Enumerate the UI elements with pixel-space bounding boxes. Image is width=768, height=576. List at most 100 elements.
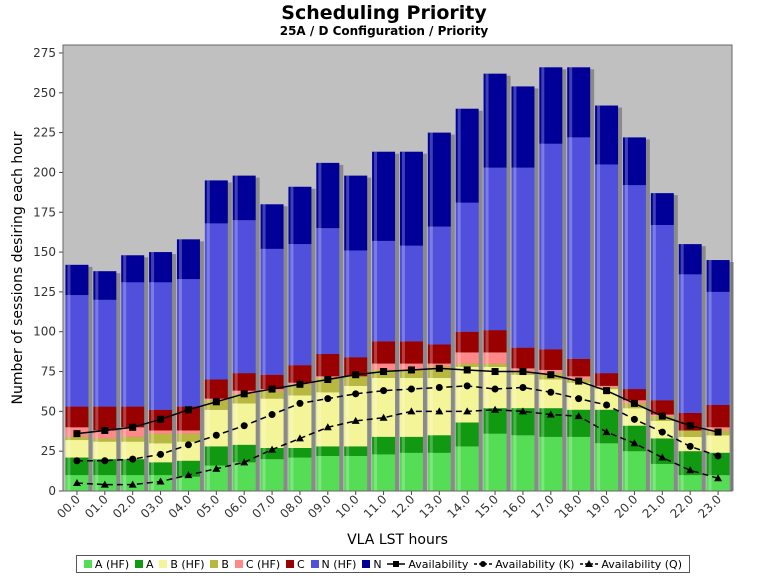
bar-segment-n-hf [260, 248, 284, 375]
bar-segment-n [455, 108, 479, 203]
bar-segment-a [344, 446, 368, 456]
x-axis-title: VLA LST hours [347, 532, 448, 548]
bar-segment-b-hf [260, 398, 284, 448]
line-marker-square [212, 398, 220, 406]
bar-segment-b [93, 438, 117, 442]
bar-gloss [485, 73, 489, 492]
bar-segment-c [176, 406, 200, 431]
line-marker-triangle [295, 434, 304, 442]
bar-segment-n [176, 239, 200, 280]
legend-swatch [286, 560, 295, 568]
bar-segment-c [316, 354, 340, 377]
legend-item: C [286, 558, 305, 571]
legend-label: A (HF) [94, 557, 130, 571]
bar-segment-n [539, 67, 563, 144]
bar-segment-a-hf [455, 446, 479, 491]
bar-segment-c [65, 406, 89, 428]
bar-segment-c-hf [595, 385, 619, 388]
bar-segment-n-hf [427, 226, 451, 345]
bar-segment-b [232, 393, 256, 404]
bar-segment-a-hf [539, 436, 563, 491]
bar-gloss [541, 67, 545, 492]
line-marker-circle [463, 382, 471, 390]
bar-segment-b-hf [121, 441, 145, 460]
line-marker-triangle [268, 445, 277, 453]
legend-swatch [310, 560, 319, 568]
x-tick-label: 10.0 [333, 492, 362, 521]
x-tick-label: 02.0 [110, 492, 139, 521]
bar-segment-b-hf [288, 395, 312, 448]
bar-segment-c-hf [372, 363, 396, 370]
bar-segment-n-hf [372, 240, 396, 342]
bar-segment-c [567, 358, 591, 377]
bar-segment-n-hf [399, 245, 423, 342]
bar-segment-a [455, 422, 479, 447]
line-marker-triangle [72, 479, 81, 487]
line-marker-square [184, 406, 192, 414]
line-marker-circle [714, 452, 722, 460]
bar-segment-n-hf [483, 167, 507, 331]
bar-segment-c [121, 406, 145, 428]
line-marker-square [324, 376, 332, 383]
legend-label: C [297, 557, 305, 571]
line-marker-triangle [212, 464, 221, 472]
x-tick-label: 11.0 [361, 492, 390, 521]
line-series-3 [76, 409, 719, 486]
bar-segment-b-hf [706, 435, 730, 453]
chart-subtitle: 25A / D Configuration / Priority [279, 24, 489, 38]
line-marker-triangle [602, 428, 611, 436]
legend-label: Availability (K) [495, 557, 575, 571]
bar-segment-n [567, 67, 591, 138]
legend-swatch [159, 560, 168, 568]
bar-gloss [262, 204, 266, 492]
bar-segment-c-hf [483, 352, 507, 364]
line-marker-square [157, 415, 165, 423]
bar-gloss [318, 162, 322, 491]
bar-segment-a-hf [399, 452, 423, 491]
chart-legend: A (HF) A B (HF) B C (HF) C N (HF) N Availability… [76, 555, 690, 573]
bar-segment-a-hf [176, 476, 200, 491]
line-marker-square [296, 380, 304, 388]
line-marker-square [352, 371, 360, 379]
legend-line-marker [387, 561, 406, 567]
bar-segment-a [567, 409, 591, 437]
line-marker-triangle [323, 423, 332, 431]
bar-segment-a-hf [650, 463, 674, 491]
bar-segment-c-hf [121, 427, 145, 437]
bar-segment-b-hf [176, 441, 200, 461]
bar-segment-b-hf [93, 441, 117, 460]
bar-segment-n-hf [622, 185, 646, 390]
bar-segment-c [455, 331, 479, 353]
line-marker-circle [491, 385, 499, 393]
bar-segment-a-hf [622, 451, 646, 491]
bar-segment-n [372, 151, 396, 241]
bar-segment-a [288, 447, 312, 458]
y-tick-label: 175 [33, 205, 56, 219]
line-marker-circle [157, 450, 165, 458]
y-tick-label: 0 [48, 484, 56, 498]
bar-segment-n-hf [650, 224, 674, 401]
bar-gloss [429, 132, 433, 491]
line-marker-triangle [463, 407, 472, 415]
line-marker-square [547, 371, 555, 379]
bar-segment-a [678, 451, 702, 476]
bar-segment-c [706, 404, 730, 428]
bar-gloss [234, 175, 238, 491]
bar-segment-n [344, 175, 368, 251]
line-series-1 [76, 367, 719, 435]
bar-segment-c [595, 373, 619, 386]
y-tick-label: 25 [41, 444, 56, 458]
bar-segment-c [344, 357, 368, 377]
line-marker-square [463, 366, 471, 374]
legend-swatch [362, 560, 371, 568]
bar-segment-c [650, 400, 674, 415]
bar-gloss [290, 186, 294, 491]
line-marker-triangle [686, 466, 695, 474]
bar-segment-b-hf [344, 385, 368, 447]
bar-segment-b [288, 384, 312, 396]
bar-segment-n-hf [706, 291, 730, 405]
line-marker-square [519, 368, 527, 376]
bar-segment-b [176, 433, 200, 442]
bar-segment-a [511, 408, 535, 436]
